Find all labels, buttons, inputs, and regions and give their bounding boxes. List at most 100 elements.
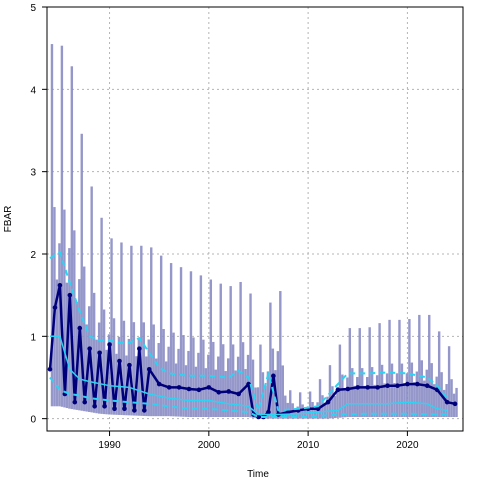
interval-bar bbox=[239, 281, 242, 418]
interval-bar bbox=[63, 209, 66, 408]
interval-bar bbox=[398, 319, 401, 418]
interval-bar bbox=[244, 369, 247, 418]
data-point bbox=[271, 373, 276, 379]
interval-bar bbox=[393, 383, 396, 418]
series-layer bbox=[47, 251, 458, 420]
interval-bar bbox=[390, 363, 394, 418]
interval-bar bbox=[363, 385, 366, 418]
interval-bar bbox=[284, 395, 287, 419]
interval-bar bbox=[58, 243, 61, 407]
interval-bar bbox=[251, 359, 255, 418]
x-tick-label: 2010 bbox=[297, 440, 320, 451]
interval-bar bbox=[405, 373, 409, 418]
data-point bbox=[452, 401, 458, 407]
series-line-1 bbox=[50, 335, 448, 416]
interval-bar bbox=[400, 363, 404, 418]
data-point bbox=[97, 350, 102, 356]
interval-bar bbox=[155, 358, 158, 417]
interval-bar bbox=[385, 373, 389, 418]
interval-bar bbox=[70, 66, 74, 410]
interval-bar bbox=[179, 267, 183, 417]
interval-bar bbox=[326, 396, 329, 419]
interval-bar bbox=[202, 339, 205, 418]
interval-bar bbox=[435, 376, 438, 418]
interval-bar bbox=[209, 279, 213, 418]
y-tick-label: 4 bbox=[30, 85, 36, 96]
interval-bar bbox=[107, 334, 111, 415]
interval-bar bbox=[92, 292, 96, 413]
interval-bar bbox=[403, 383, 406, 418]
interval-bar bbox=[269, 302, 272, 419]
interval-bar bbox=[55, 279, 59, 407]
data-point bbox=[102, 404, 107, 409]
series-line-2 bbox=[49, 251, 448, 412]
interval-bar bbox=[346, 377, 349, 418]
interval-bar bbox=[378, 323, 381, 418]
data-point bbox=[67, 292, 73, 298]
interval-bar bbox=[408, 319, 411, 418]
interval-bar bbox=[442, 389, 446, 418]
data-point bbox=[57, 282, 63, 288]
data-point bbox=[87, 346, 92, 351]
interval-bar bbox=[102, 309, 106, 415]
data-point bbox=[117, 358, 122, 364]
interval-bar bbox=[410, 362, 414, 418]
interval-bar bbox=[276, 351, 280, 419]
interval-bar bbox=[83, 266, 86, 412]
data-point bbox=[77, 325, 83, 331]
interval-bar bbox=[361, 368, 364, 418]
interval-bar bbox=[365, 376, 369, 418]
interval-bar bbox=[395, 373, 399, 418]
interval-bar bbox=[217, 356, 220, 418]
interval-bar bbox=[140, 245, 143, 416]
data-point bbox=[226, 389, 231, 394]
data-point bbox=[375, 385, 380, 390]
interval-bar bbox=[214, 369, 217, 418]
interval-bar bbox=[236, 356, 240, 418]
data-point bbox=[92, 404, 97, 409]
data-point bbox=[141, 408, 147, 413]
data-point bbox=[112, 406, 117, 412]
interval-bar bbox=[192, 337, 195, 418]
interval-bar bbox=[413, 381, 416, 418]
interval-bar bbox=[197, 352, 200, 418]
data-point bbox=[82, 399, 88, 405]
interval-bar bbox=[318, 379, 322, 419]
interval-bar bbox=[351, 368, 354, 418]
data-point bbox=[206, 385, 212, 390]
interval-bar bbox=[415, 371, 419, 418]
data-point bbox=[216, 390, 222, 395]
interval-bar bbox=[120, 242, 123, 416]
interval-bar bbox=[433, 384, 436, 418]
interval-bar bbox=[73, 230, 76, 410]
interval-bar bbox=[289, 390, 292, 419]
data-point bbox=[137, 346, 142, 351]
interval-bar bbox=[375, 375, 379, 418]
data-point bbox=[52, 305, 58, 310]
interval-bar bbox=[380, 364, 384, 418]
data-point bbox=[72, 399, 78, 405]
interval-bar bbox=[159, 255, 163, 417]
interval-bar bbox=[189, 271, 193, 418]
interval-bar bbox=[254, 387, 257, 419]
y-tick-label: 5 bbox=[30, 3, 36, 14]
data-point bbox=[424, 383, 430, 389]
interval-bar bbox=[112, 318, 116, 415]
interval-bar bbox=[212, 341, 215, 418]
interval-bar bbox=[152, 324, 155, 417]
interval-bar bbox=[204, 368, 208, 418]
interval-bar bbox=[226, 358, 230, 418]
data-point bbox=[444, 399, 450, 405]
interval-bar bbox=[132, 322, 136, 416]
y-tick-label: 1 bbox=[30, 332, 36, 343]
data-point bbox=[127, 362, 132, 368]
interval-bar bbox=[162, 329, 165, 417]
interval-bar bbox=[80, 133, 83, 411]
plot-frame bbox=[46, 6, 464, 432]
interval-bar bbox=[229, 286, 232, 418]
interval-bar bbox=[256, 387, 260, 419]
interval-bar bbox=[333, 395, 337, 419]
interval-bar bbox=[303, 409, 307, 419]
